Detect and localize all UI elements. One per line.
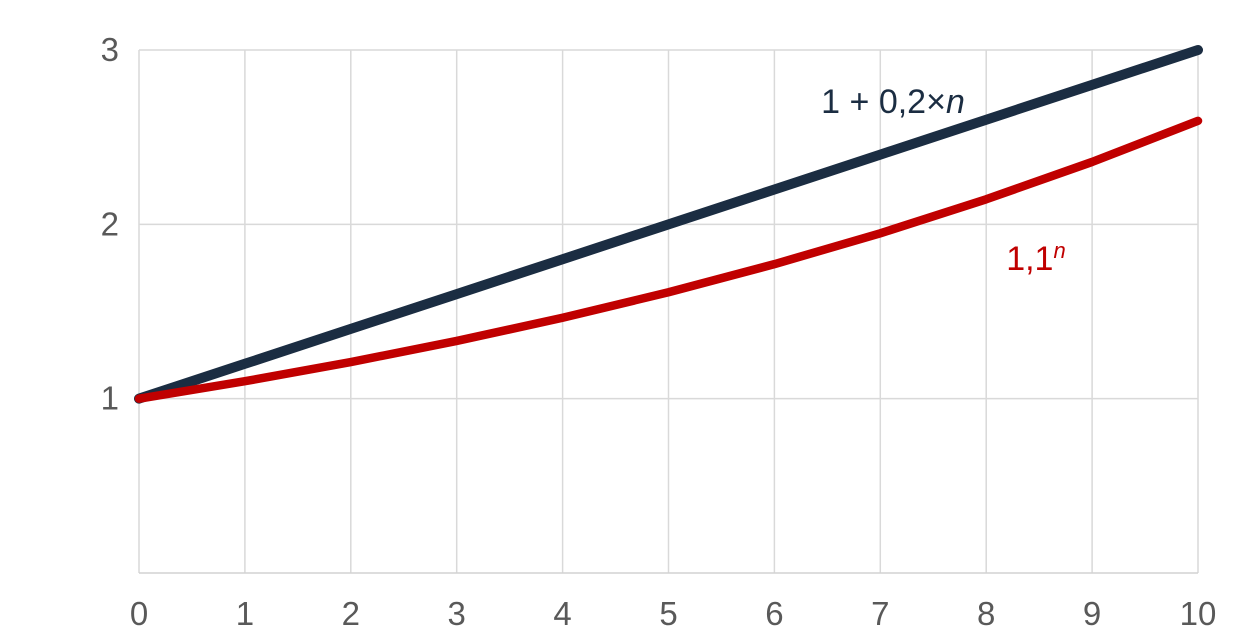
- x-tick-label: 1: [236, 595, 254, 632]
- y-tick-label: 2: [101, 205, 119, 242]
- x-tick-label: 7: [871, 595, 889, 632]
- x-tick-label: 0: [130, 595, 148, 632]
- series-label: 1,1n: [1006, 238, 1066, 278]
- x-tick-label: 3: [448, 595, 466, 632]
- x-tick-label: 9: [1083, 595, 1101, 632]
- x-tick-label: 2: [342, 595, 360, 632]
- x-tick-label: 10: [1180, 595, 1217, 632]
- series-line: [134, 116, 1203, 403]
- y-tick-label: 3: [101, 31, 119, 68]
- x-tick-label: 4: [553, 595, 571, 632]
- x-tick-label: 8: [977, 595, 995, 632]
- y-tick-label: 1: [101, 380, 119, 417]
- series-label: 1 + 0,2×n: [821, 83, 965, 121]
- series-line: [134, 45, 1203, 404]
- x-tick-label: 6: [765, 595, 783, 632]
- x-tick-label: 5: [659, 595, 677, 632]
